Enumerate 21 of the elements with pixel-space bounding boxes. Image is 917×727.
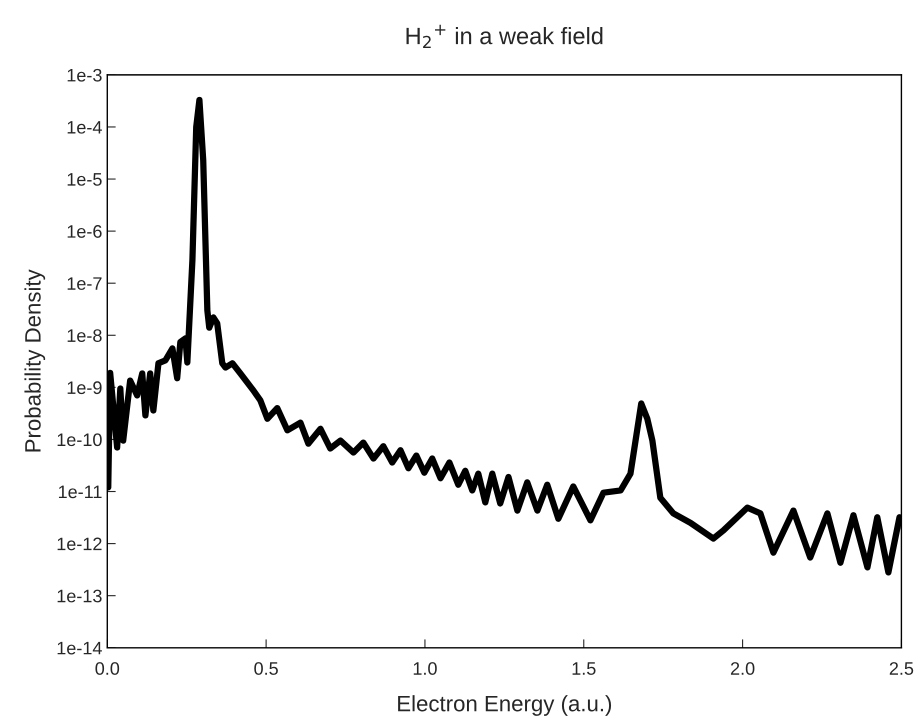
x-tick-label: 0.0: [95, 662, 120, 675]
y-tick-label: 1e-11: [58, 486, 102, 498]
y-tick-label: 1e-6: [68, 225, 102, 238]
y-axis-title: Probability Density: [24, 269, 46, 452]
chart-title: H$_{2}$$^{+}$ in a weak field: [406, 24, 602, 48]
y-tick-label: 1e-9: [68, 381, 102, 394]
y-tick-label: 1e-3: [68, 68, 102, 82]
y-tick-label: 1e-5: [68, 173, 102, 186]
y-tick-label: 1e-10: [58, 433, 102, 446]
y-tick-label: 1e-4: [68, 121, 102, 134]
x-axis-title: Electron Energy (a.u.): [398, 695, 612, 716]
y-tick-label: 1e-14: [58, 642, 102, 654]
y-tick-label: 1e-8: [68, 329, 102, 342]
x-tick-label: 1.5: [572, 662, 596, 675]
y-tick-label: 1e-13: [58, 590, 102, 602]
x-tick-label: 2.0: [730, 662, 754, 675]
y-tick-label: 1e-12: [58, 538, 102, 550]
y-tick-label: 1e-7: [68, 277, 102, 290]
x-tick-label: 0.5: [254, 662, 278, 675]
x-tick-label: 2.5: [890, 662, 914, 675]
x-tick-label: 1.0: [414, 662, 437, 675]
